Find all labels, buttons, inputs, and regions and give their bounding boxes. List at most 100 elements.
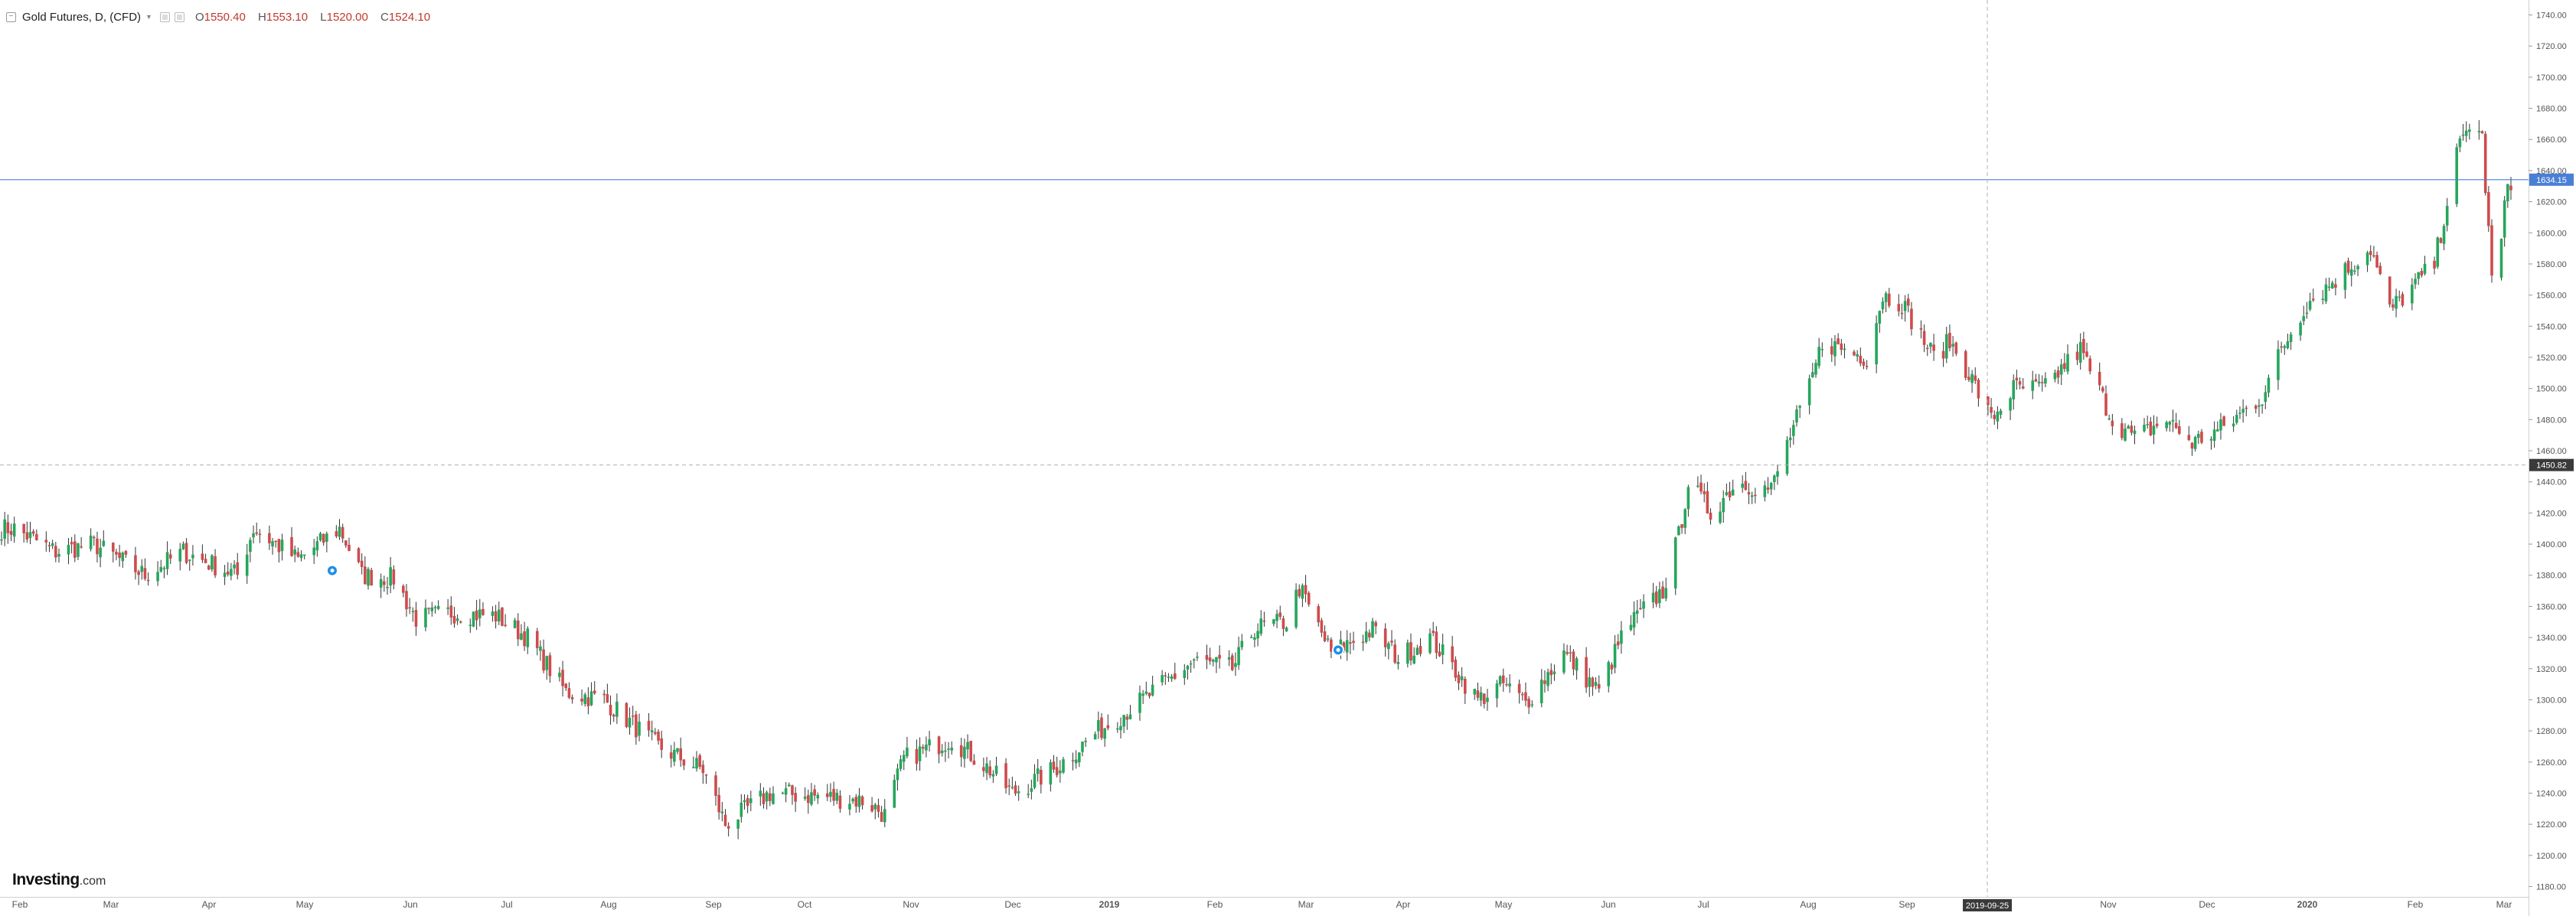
- y-tick-label: 1420.00: [2536, 509, 2567, 518]
- candle-body: [1944, 334, 1948, 359]
- candle-body: [1473, 689, 1477, 695]
- candle-body: [1281, 618, 1285, 629]
- candle-body: [408, 607, 411, 609]
- candle-body: [1227, 657, 1231, 660]
- candle-body: [1298, 588, 1301, 597]
- candle-body: [1419, 646, 1422, 654]
- candle-body: [348, 544, 351, 551]
- candle-body: [1527, 699, 1530, 708]
- candle-body: [2455, 147, 2458, 204]
- candle-body: [2280, 346, 2283, 348]
- candle-body: [504, 624, 507, 626]
- candle-body: [2458, 139, 2462, 148]
- candle-body: [695, 758, 698, 769]
- settings-icon[interactable]: [159, 11, 170, 22]
- candle-body: [2187, 435, 2191, 441]
- candle-body: [2487, 192, 2490, 227]
- candle-body: [159, 567, 163, 572]
- candle-body: [1428, 633, 1432, 654]
- candle-body: [1897, 304, 1901, 311]
- candle-body: [2063, 363, 2066, 370]
- candle-body: [2334, 284, 2337, 288]
- candle-body: [335, 531, 338, 536]
- candle-body: [2216, 429, 2219, 432]
- candle-body: [143, 568, 147, 579]
- candle-body: [669, 752, 673, 759]
- chevron-down-icon[interactable]: ▼: [145, 13, 152, 21]
- candle-body: [1479, 692, 1483, 701]
- x-tick-label: Feb: [2408, 899, 2424, 910]
- candle-body: [1161, 675, 1164, 683]
- candle-body: [2031, 380, 2035, 391]
- candle-body: [1530, 704, 1534, 706]
- candle-body: [749, 798, 753, 804]
- candle-body: [211, 555, 214, 570]
- candle-body: [2053, 372, 2057, 380]
- candle-body: [1954, 342, 1958, 354]
- candle-body: [513, 620, 517, 628]
- candle-body: [1330, 639, 1333, 652]
- candle-body: [1084, 741, 1087, 742]
- x-tick-label: Dec: [2199, 899, 2215, 910]
- candle-body: [1441, 644, 1445, 655]
- candle-body: [1027, 794, 1030, 795]
- candle-body: [2149, 421, 2153, 435]
- candle-body: [520, 633, 523, 641]
- candle-body: [1830, 346, 1833, 355]
- candle-body: [51, 543, 54, 546]
- close-icon[interactable]: [174, 11, 184, 22]
- candle-body: [1205, 654, 1209, 660]
- candle-body: [35, 533, 38, 540]
- candle-body: [1097, 720, 1100, 732]
- candle-body: [726, 826, 730, 829]
- candle-body: [657, 732, 660, 741]
- candle-body: [1865, 366, 1869, 367]
- candle-body: [411, 611, 415, 612]
- candle-body: [1138, 693, 1141, 713]
- candle-body: [1677, 526, 1680, 536]
- candle-body: [236, 562, 240, 575]
- candle-body: [2417, 272, 2421, 279]
- candle-body: [1919, 328, 1923, 330]
- candle-body: [2127, 425, 2130, 429]
- candle-body: [344, 540, 348, 546]
- candle-body: [268, 533, 271, 543]
- candle-body: [1719, 511, 1722, 523]
- candle-body: [772, 793, 775, 804]
- candle-body: [1964, 350, 1967, 378]
- candle-body: [2056, 370, 2060, 378]
- candle-body: [1285, 628, 1288, 632]
- candle-body: [902, 755, 906, 762]
- candle-body: [2439, 238, 2443, 243]
- candle-body: [2037, 381, 2041, 384]
- candle-body: [2107, 418, 2111, 420]
- candle-body: [1383, 628, 1387, 647]
- minus-box-icon[interactable]: −: [6, 11, 16, 22]
- candle-body: [1364, 631, 1368, 643]
- candle-body: [1731, 489, 1735, 496]
- candle-body: [2356, 266, 2359, 270]
- candle-body: [739, 802, 743, 817]
- investing-logo[interactable]: Investing.com: [12, 871, 106, 889]
- candle-body: [2044, 378, 2047, 384]
- candle-body: [1680, 523, 1683, 528]
- candle-body: [2375, 255, 2378, 268]
- candle-body: [583, 694, 587, 704]
- candle-body: [140, 566, 144, 572]
- candle-body: [870, 805, 873, 812]
- candle-body: [322, 533, 325, 543]
- candle-body: [449, 605, 453, 618]
- candle-body: [2420, 271, 2424, 276]
- x-tick-label: Dec: [1004, 899, 1020, 910]
- candle-body: [3, 519, 6, 539]
- x-tick-label: Nov: [903, 899, 919, 910]
- candle-body: [2018, 381, 2022, 385]
- candle-body: [2398, 296, 2401, 298]
- candle-body: [1588, 676, 1592, 687]
- y-tick-label: 1660.00: [2536, 135, 2567, 145]
- instrument-title[interactable]: Gold Futures, D, (CFD): [22, 10, 142, 24]
- candle-body: [963, 746, 966, 759]
- candle-body: [523, 631, 526, 647]
- candle-body: [1910, 308, 1913, 330]
